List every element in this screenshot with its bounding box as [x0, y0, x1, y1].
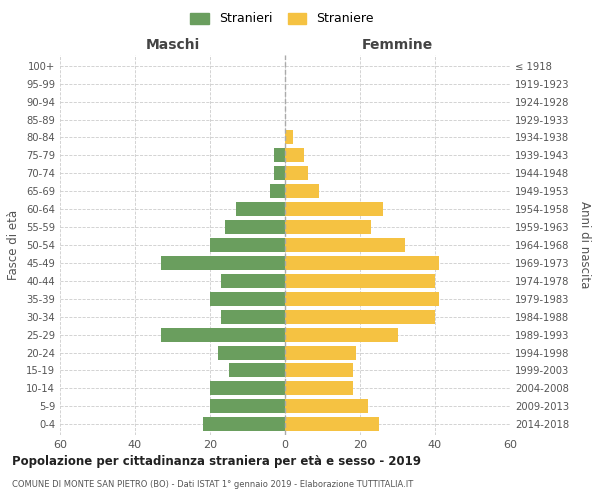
- Bar: [221, 310, 285, 324]
- Bar: [285, 166, 308, 180]
- Text: Maschi: Maschi: [145, 38, 200, 52]
- Bar: [218, 346, 285, 360]
- Bar: [285, 328, 398, 342]
- Y-axis label: Anni di nascita: Anni di nascita: [578, 202, 590, 288]
- Y-axis label: Fasce di età: Fasce di età: [7, 210, 20, 280]
- Text: Femmine: Femmine: [362, 38, 433, 52]
- Text: COMUNE DI MONTE SAN PIETRO (BO) - Dati ISTAT 1° gennaio 2019 - Elaborazione TUTT: COMUNE DI MONTE SAN PIETRO (BO) - Dati I…: [12, 480, 413, 489]
- Bar: [285, 130, 293, 144]
- Bar: [285, 220, 371, 234]
- Bar: [285, 256, 439, 270]
- Legend: Stranieri, Straniere: Stranieri, Straniere: [187, 8, 377, 29]
- Bar: [285, 184, 319, 198]
- Bar: [210, 382, 285, 396]
- Bar: [285, 238, 405, 252]
- Bar: [285, 148, 304, 162]
- Bar: [285, 310, 435, 324]
- Bar: [274, 166, 285, 180]
- Bar: [161, 256, 285, 270]
- Bar: [210, 238, 285, 252]
- Bar: [285, 346, 356, 360]
- Bar: [285, 274, 435, 288]
- Bar: [285, 364, 353, 378]
- Bar: [210, 400, 285, 413]
- Bar: [229, 364, 285, 378]
- Text: Popolazione per cittadinanza straniera per età e sesso - 2019: Popolazione per cittadinanza straniera p…: [12, 455, 421, 468]
- Bar: [285, 418, 379, 431]
- Bar: [285, 400, 367, 413]
- Bar: [270, 184, 285, 198]
- Bar: [285, 292, 439, 306]
- Bar: [285, 202, 383, 216]
- Bar: [285, 382, 353, 396]
- Bar: [274, 148, 285, 162]
- Bar: [161, 328, 285, 342]
- Bar: [225, 220, 285, 234]
- Bar: [210, 292, 285, 306]
- Bar: [221, 274, 285, 288]
- Bar: [203, 418, 285, 431]
- Bar: [236, 202, 285, 216]
